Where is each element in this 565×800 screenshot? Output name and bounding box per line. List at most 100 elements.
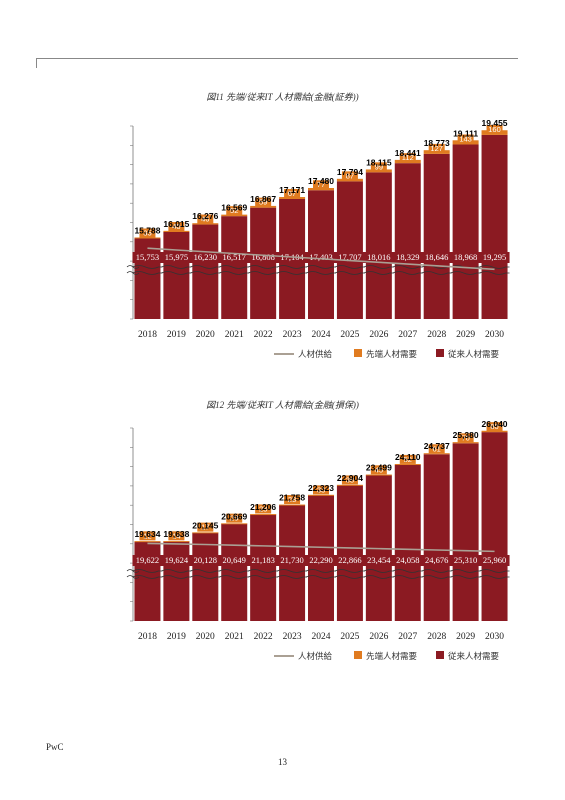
advanced-label-box: [284, 188, 301, 198]
axis-break-mark: [190, 271, 221, 275]
axis-break-mark: [190, 569, 221, 573]
advanced-value-label: 127: [430, 144, 443, 153]
advanced-value-label: 28: [288, 495, 296, 504]
traditional-label-box: [479, 555, 510, 566]
bar-traditional: [452, 443, 479, 621]
bar-advanced: [423, 453, 450, 455]
advanced-label-box: [457, 433, 474, 443]
bar-traditional: [250, 207, 277, 319]
y-axis-break-mark: [126, 569, 140, 573]
advanced-value-label: 112: [402, 153, 414, 162]
traditional-label-box: [190, 555, 221, 566]
advanced-label-box: [226, 513, 243, 523]
advanced-value-label: 23: [259, 504, 267, 513]
advanced-label-box: [428, 444, 445, 454]
total-value-label: 16,015: [163, 219, 189, 229]
bar-advanced: [279, 197, 306, 199]
axis-break-mark: [276, 271, 308, 275]
advanced-label-box: [139, 228, 156, 238]
x-tick-label: 2023: [283, 632, 302, 642]
advanced-value-label: 35: [143, 228, 151, 237]
traditional-label-box: [421, 555, 452, 566]
bar-advanced: [452, 442, 479, 444]
bar-traditional: [365, 172, 392, 319]
x-tick-label: 2022: [254, 330, 273, 340]
advanced-value-label: 17: [201, 523, 209, 532]
advanced-label-box: [399, 153, 416, 163]
advanced-value-label: 87: [346, 171, 354, 180]
total-value-label: 15,788: [134, 225, 160, 235]
axis-break-mark: [421, 575, 452, 579]
traditional-value-label: 24,058: [396, 555, 419, 565]
axis-break-mark: [305, 271, 336, 275]
axis-break-mark: [450, 575, 481, 579]
axis-break-mark: [247, 575, 279, 579]
traditional-value-label: 17,403: [309, 252, 332, 262]
advanced-value-label: 46: [201, 215, 209, 224]
traditional-value-label: 19,622: [136, 555, 159, 565]
advanced-value-label: 70: [461, 433, 469, 442]
x-tick-label: 2018: [138, 330, 157, 340]
total-value-label: 24,737: [424, 441, 450, 451]
traditional-label-box: [219, 252, 250, 263]
axis-break-mark: [392, 265, 423, 269]
bar-advanced: [250, 205, 277, 208]
x-tick-label: 2021: [225, 330, 244, 340]
advanced-value-label: 80: [490, 422, 498, 431]
total-value-label: 20,669: [221, 511, 247, 521]
figure-11-title: 図11 先端/従来IT 人材需給(金融(証券)): [206, 92, 359, 102]
total-value-label: 16,276: [192, 211, 218, 221]
traditional-value-label: 19,295: [483, 252, 506, 262]
axis-break-mark: [334, 271, 365, 275]
axis-break-mark: [247, 265, 279, 269]
x-tick-label: 2024: [312, 632, 331, 642]
advanced-label-box: [168, 531, 185, 541]
advanced-value-label: 99: [375, 162, 383, 171]
traditional-value-label: 18,329: [396, 252, 419, 262]
total-value-label: 18,773: [424, 138, 450, 148]
traditional-label-box: [306, 555, 336, 566]
total-value-label: 21,206: [250, 502, 276, 512]
total-value-label: 17,794: [337, 167, 363, 177]
legend-traditional-swatch: [436, 349, 444, 357]
traditional-label-box: [450, 252, 481, 263]
axis-break-mark: [276, 265, 308, 269]
axis-break-mark: [161, 575, 192, 579]
axis-break-mark: [190, 575, 221, 579]
axis-break-mark: [219, 265, 250, 269]
total-value-label: 24,110: [395, 452, 421, 462]
advanced-label-box: [399, 454, 416, 464]
bar-traditional: [423, 454, 450, 621]
advanced-value-label: 160: [488, 125, 501, 134]
y-axis-break-mark: [126, 265, 140, 269]
legend-advanced-swatch: [354, 349, 362, 357]
x-tick-label: 2026: [369, 330, 388, 340]
advanced-value-label: 67: [288, 189, 296, 198]
axis-break-mark: [247, 271, 279, 275]
total-value-label: 16,569: [221, 203, 247, 213]
axis-break-mark: [219, 575, 250, 579]
x-tick-label: 2018: [138, 632, 157, 642]
page-number: 13: [278, 757, 287, 767]
advanced-label-box: [197, 214, 214, 224]
x-tick-label: 2029: [456, 632, 475, 642]
traditional-value-label: 22,866: [338, 555, 361, 565]
axis-break-mark: [421, 569, 452, 573]
legend-traditional-swatch: [436, 651, 444, 659]
axis-break-mark: [479, 265, 510, 269]
axis-break-mark: [190, 265, 221, 269]
axis-break-mark: [219, 271, 250, 275]
advanced-label-box: [341, 475, 358, 485]
total-value-label: 19,455: [482, 118, 508, 128]
traditional-label-box: [161, 555, 192, 566]
supply-line: [147, 542, 495, 553]
legend-supply-label: 人材供給: [298, 349, 333, 359]
bar-traditional: [192, 532, 219, 621]
traditional-value-label: 20,649: [223, 555, 246, 565]
total-value-label: 26,040: [482, 419, 508, 429]
total-value-label: 19,111: [453, 128, 478, 138]
legend-advanced-label: 先端人材需要: [366, 651, 418, 661]
advanced-value-label: 20: [230, 514, 238, 523]
advanced-value-label: 14: [172, 531, 180, 540]
advanced-label-box: [370, 162, 387, 172]
